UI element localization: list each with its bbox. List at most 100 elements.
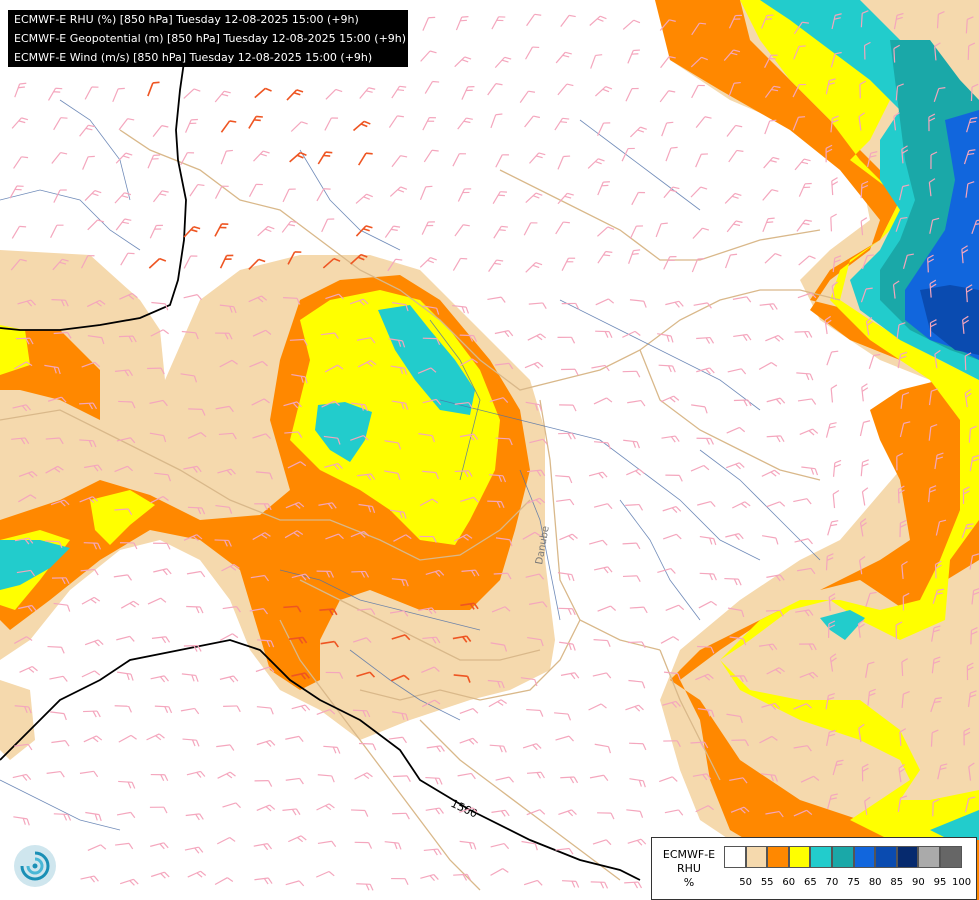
wind-barb-icon [932, 588, 945, 604]
wind-barb-icon [798, 255, 816, 266]
wind-barb-icon [388, 736, 407, 744]
wind-barb-icon [695, 153, 708, 168]
wind-barb-icon [421, 699, 441, 708]
wind-barb-icon [733, 333, 752, 341]
wind-barb-icon [215, 332, 233, 340]
wind-barb-icon [150, 675, 169, 683]
wind-barb-icon [761, 469, 781, 477]
wind-barb-icon [967, 690, 977, 707]
wind-barb-icon [490, 868, 509, 876]
wind-barb-icon [11, 117, 29, 129]
wind-barb-icon [186, 570, 206, 578]
wind-barb-icon [657, 567, 676, 574]
wind-barb-icon [119, 292, 138, 300]
wind-barb-icon [830, 213, 837, 232]
wind-barb-icon [626, 809, 644, 818]
wind-barb-icon [120, 252, 135, 266]
wind-barb-icon [902, 592, 910, 611]
wind-barb-icon [765, 810, 784, 818]
wind-barb-icon [559, 533, 578, 541]
wind-barb-icon [593, 566, 613, 574]
legend-swatch [831, 846, 854, 868]
wind-barb-icon [629, 606, 648, 614]
wind-barb-icon [527, 636, 544, 647]
wind-barb-icon [358, 503, 376, 513]
wind-barb-icon [900, 392, 910, 409]
wind-barb-icon [699, 535, 717, 546]
wind-barb-icon [965, 16, 974, 34]
wind-barb-icon [318, 502, 337, 510]
wind-barb-icon [221, 563, 240, 572]
wind-barb-icon [350, 809, 369, 817]
wind-barb-icon [494, 330, 514, 338]
wind-barb-icon [665, 146, 678, 162]
wind-barb-icon [150, 842, 169, 850]
wind-barb-icon [698, 600, 718, 609]
wind-barb-icon [629, 778, 646, 788]
wind-barb-icon [419, 257, 437, 268]
wind-barb-icon [622, 575, 641, 582]
wind-barb-icon [391, 400, 409, 410]
wind-barb-icon [391, 85, 407, 99]
wind-barb-icon [593, 503, 613, 510]
wind-barb-icon [726, 124, 743, 137]
wind-barb-icon [661, 435, 680, 443]
wind-barb-icon [695, 673, 714, 681]
wind-barb-icon [491, 606, 511, 613]
wind-barb-icon [115, 218, 132, 231]
wind-barb-icon [933, 87, 946, 103]
wind-barb-icon [690, 186, 708, 198]
wind-barb-icon [180, 152, 195, 166]
wind-barb-icon [315, 870, 335, 878]
wind-barb-icon [762, 217, 775, 233]
wind-barb-icon [800, 775, 820, 783]
wind-barb-icon [899, 421, 911, 438]
wind-barb-icon [13, 816, 30, 826]
wind-barb-icon [558, 607, 576, 616]
wind-barb-icon [661, 121, 674, 137]
wind-barb-icon [50, 224, 64, 239]
wind-barb-icon [255, 471, 273, 480]
wind-barb-icon [597, 122, 611, 136]
wind-barb-icon [454, 401, 473, 409]
wind-barb-icon [621, 147, 635, 162]
wind-barb-icon [248, 295, 268, 303]
wind-barb-icon [726, 462, 745, 470]
wind-barb-icon [81, 670, 101, 678]
wind-barb-icon [665, 604, 685, 611]
wind-barb-icon [936, 11, 945, 29]
wind-barb-icon [187, 506, 206, 515]
wind-barb-icon [79, 496, 99, 504]
wind-barb-icon [860, 10, 869, 28]
wind-barb-icon [554, 117, 570, 131]
wind-barb-icon [423, 848, 442, 856]
wind-barb-icon [392, 812, 410, 820]
wind-barb-icon [80, 255, 95, 269]
title-line-wind: ECMWF-E Wind (m/s) [850 hPa] Tuesday 12-… [14, 51, 373, 64]
wind-barb-icon [453, 533, 473, 542]
wind-barbs-strong [147, 81, 479, 683]
wind-barb-icon [452, 304, 469, 314]
wind-barb-icon [83, 710, 101, 718]
wind-barb-icon [355, 193, 373, 204]
wind-barb-icon [830, 51, 842, 68]
wind-barb-icon [525, 192, 543, 203]
wind-barb-icon [827, 793, 838, 810]
legend-swatch [896, 846, 919, 868]
wind-barb-icon [425, 569, 445, 577]
wind-barb-icon [255, 666, 275, 673]
wind-barb-icon [865, 661, 875, 678]
wind-barb-icon [524, 361, 544, 369]
wind-barb-icon [895, 83, 904, 101]
wind-barb-icon [256, 706, 274, 715]
wind-barb-icon [453, 674, 471, 683]
wind-barb-icon [622, 370, 641, 378]
wind-barb-icon [792, 83, 807, 98]
wind-barb-icon [523, 879, 543, 886]
wind-barb-icon [214, 90, 231, 103]
wind-barb-icon [452, 635, 472, 643]
wind-barb-icon [662, 700, 681, 708]
wind-barb-icon [699, 572, 717, 581]
wind-barb-icon [799, 671, 819, 679]
wind-barb-icon [487, 500, 505, 509]
